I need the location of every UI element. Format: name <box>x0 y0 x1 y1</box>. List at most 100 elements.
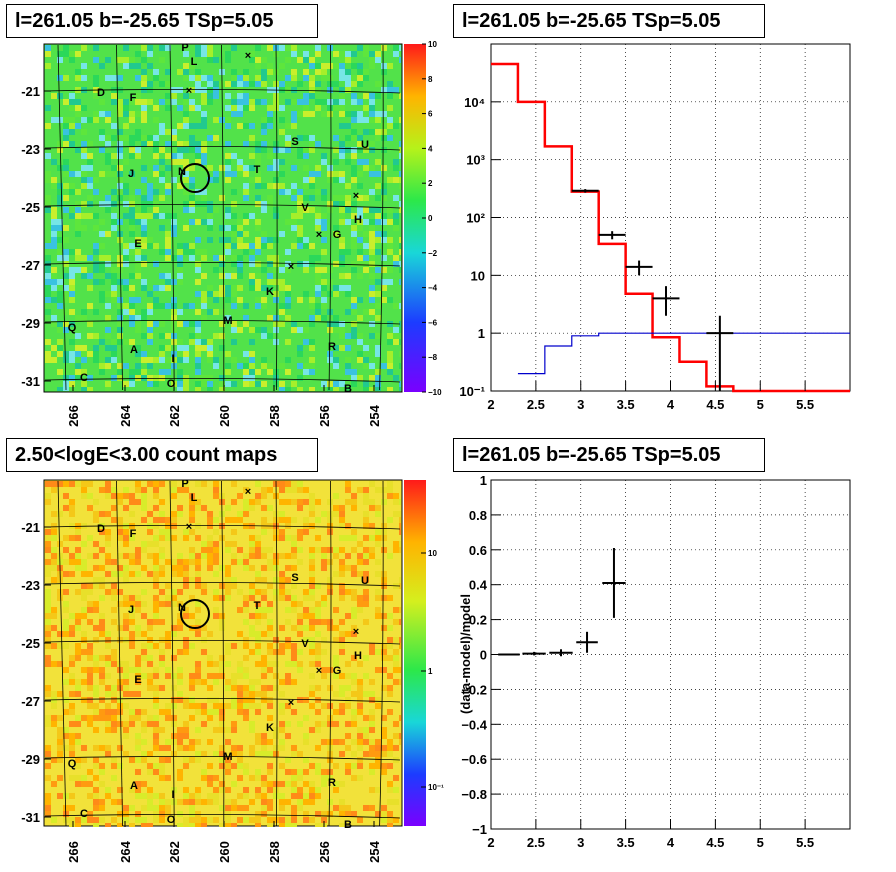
map-pixel <box>129 117 135 123</box>
map-pixel <box>159 655 165 661</box>
map-pixel <box>369 553 375 559</box>
map-pixel <box>345 363 351 369</box>
map-pixel <box>369 739 375 745</box>
map-pixel <box>105 261 111 267</box>
map-pixel <box>255 249 261 255</box>
map-pixel <box>273 565 279 571</box>
map-pixel <box>339 571 345 577</box>
map-pixel <box>99 697 105 703</box>
map-pixel <box>369 649 375 655</box>
map-pixel <box>375 81 381 87</box>
map-pixel <box>321 739 327 745</box>
map-pixel <box>339 213 345 219</box>
map-pixel <box>255 751 261 757</box>
map-pixel <box>147 571 153 577</box>
map-pixel <box>369 165 375 171</box>
map-pixel <box>147 553 153 559</box>
map-pixel <box>399 237 401 243</box>
map-pixel <box>243 511 249 517</box>
y-tick-label: 0 <box>480 648 487 663</box>
map-pixel <box>129 757 135 763</box>
map-pixel <box>357 703 363 709</box>
map-pixel <box>261 733 267 739</box>
map-pixel <box>153 201 159 207</box>
map-pixel <box>381 625 387 631</box>
map-pixel <box>75 189 81 195</box>
map-pixel <box>123 619 129 625</box>
map-pixel <box>267 369 273 375</box>
map-pixel <box>171 601 177 607</box>
map-pixel <box>219 565 225 571</box>
map-pixel <box>321 721 327 727</box>
map-pixel <box>105 685 111 691</box>
map-pixel <box>345 721 351 727</box>
map-pixel <box>303 105 309 111</box>
map-pixel <box>129 375 135 381</box>
map-pixel <box>339 153 345 159</box>
map-pixel <box>339 63 345 69</box>
map-pixel <box>393 787 399 793</box>
map-pixel <box>357 69 363 75</box>
map-pixel <box>177 619 183 625</box>
map-pixel <box>243 183 249 189</box>
map-pixel <box>339 243 345 249</box>
map-pixel <box>237 661 243 667</box>
map-pixel <box>213 817 219 823</box>
map-pixel <box>69 339 75 345</box>
title-residuals: l=261.05 b=-25.65 TSp=5.05 <box>453 438 765 472</box>
map-pixel <box>177 487 183 493</box>
x-tick-label: 4.5 <box>706 397 724 412</box>
map-pixel <box>99 297 105 303</box>
map-pixel <box>363 219 369 225</box>
map-pixel <box>207 207 213 213</box>
map-pixel <box>291 183 297 189</box>
map-pixel <box>303 237 309 243</box>
map-pixel <box>327 111 333 117</box>
map-pixel <box>261 117 267 123</box>
map-pixel <box>309 637 315 643</box>
map-pixel <box>45 691 51 697</box>
map-pixel <box>69 351 75 357</box>
map-pixel <box>243 763 249 769</box>
map-pixel <box>267 547 273 553</box>
map-pixel <box>93 553 99 559</box>
map-pixel <box>393 87 399 93</box>
map-pixel <box>297 667 303 673</box>
source-label: T <box>254 164 261 176</box>
map-pixel <box>315 225 321 231</box>
map-pixel <box>177 559 183 565</box>
map-pixel <box>123 105 129 111</box>
map-pixel <box>387 739 393 745</box>
map-pixel <box>183 303 189 309</box>
map-pixel <box>315 141 321 147</box>
map-pixel <box>225 799 231 805</box>
map-pixel <box>321 511 327 517</box>
map-pixel <box>219 757 225 763</box>
map-pixel <box>111 559 117 565</box>
map-pixel <box>309 363 315 369</box>
map-pixel <box>351 547 357 553</box>
map-pixel <box>147 45 153 51</box>
map-pixel <box>339 685 345 691</box>
map-pixel <box>51 757 57 763</box>
map-pixel <box>213 267 219 273</box>
map-pixel <box>333 571 339 577</box>
map-pixel <box>273 207 279 213</box>
map-pixel <box>213 255 219 261</box>
map-pixel <box>165 345 171 351</box>
map-pixel <box>213 661 219 667</box>
map-pixel <box>75 715 81 721</box>
map-pixel <box>117 745 123 751</box>
map-pixel <box>51 93 57 99</box>
map-pixel <box>135 547 141 553</box>
map-pixel <box>135 487 141 493</box>
map-pixel <box>345 613 351 619</box>
map-pixel <box>237 757 243 763</box>
map-pixel <box>111 799 117 805</box>
map-pixel <box>285 535 291 541</box>
map-pixel <box>255 159 261 165</box>
map-pixel <box>165 799 171 805</box>
map-pixel <box>339 105 345 111</box>
map-pixel <box>141 135 147 141</box>
map-pixel <box>231 213 237 219</box>
